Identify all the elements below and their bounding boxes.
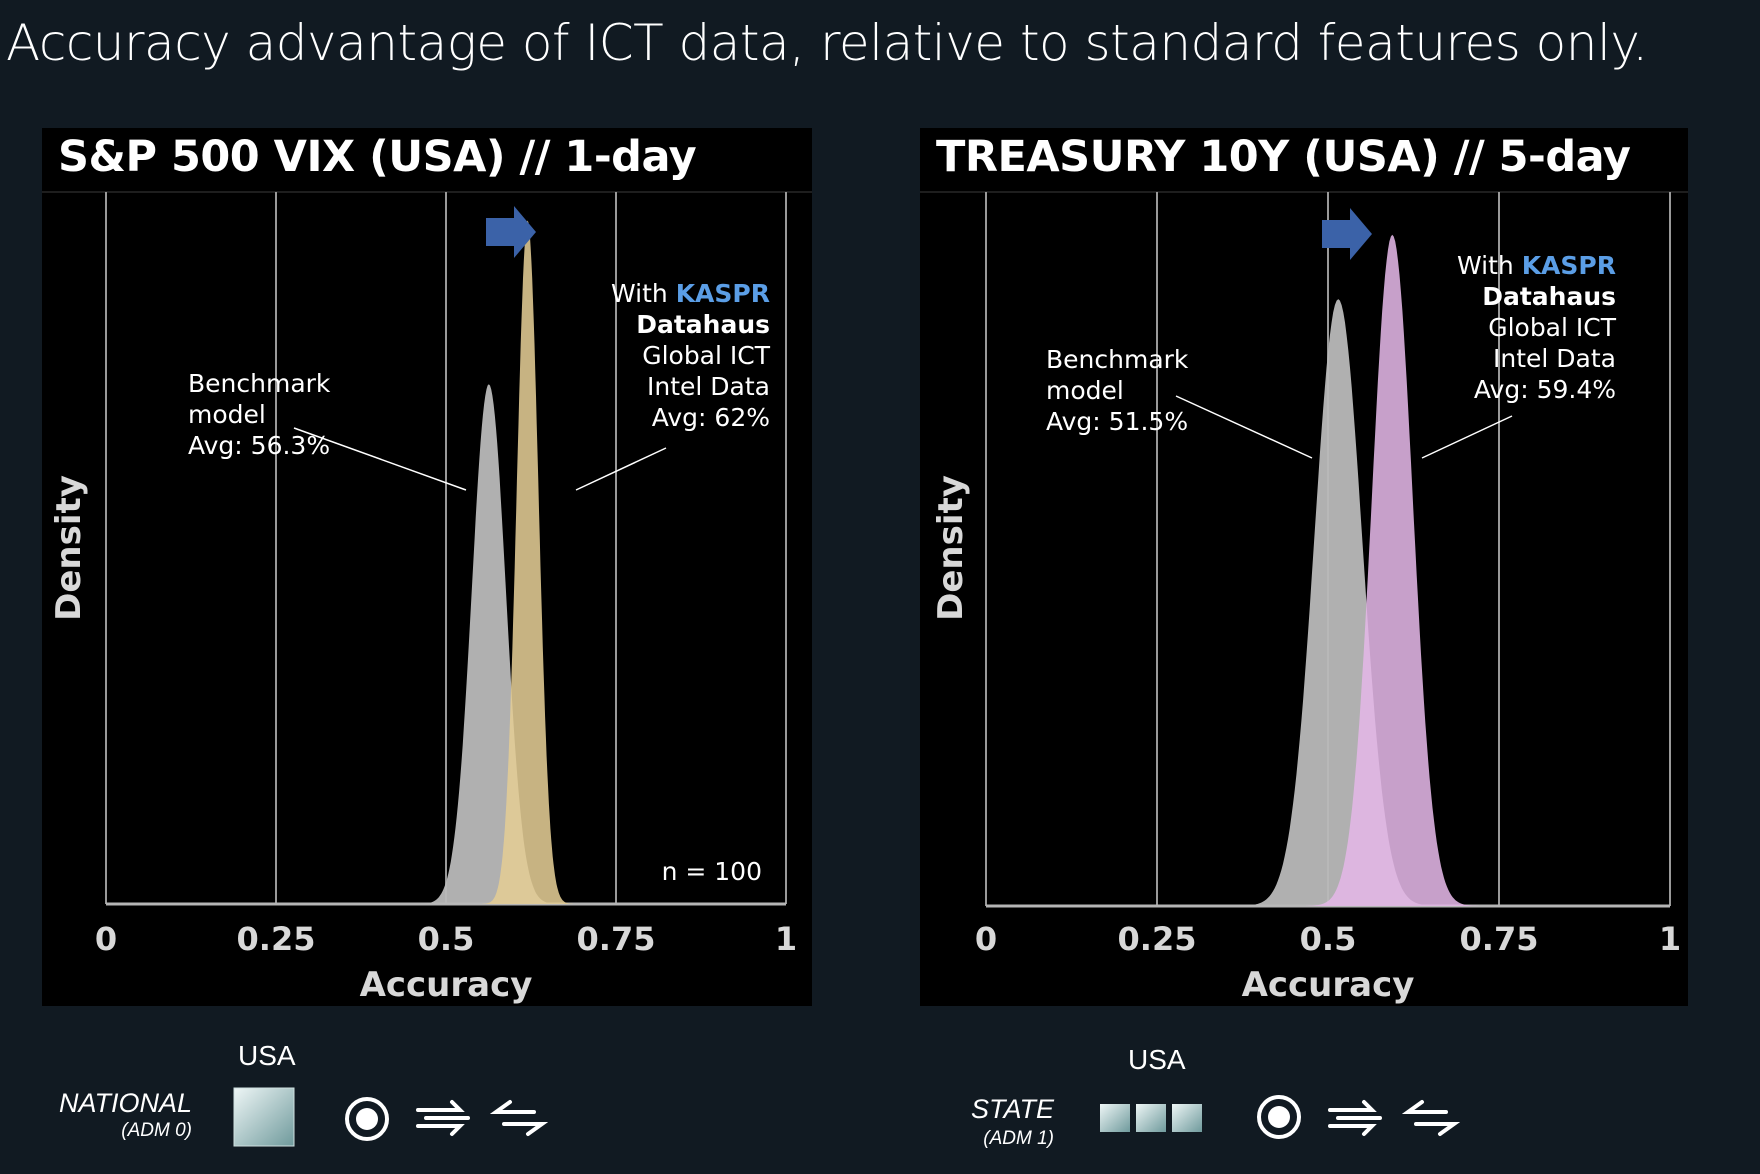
legend-level: NATIONAL <box>58 1088 192 1118</box>
legend-adm: (ADM 0) <box>121 1120 192 1141</box>
kaspr-annotation: Datahaus <box>1482 282 1616 311</box>
chart-vix: 0 0.25 0.5 0.75 1 Accuracy Density Benchmarkmod… <box>42 191 812 1005</box>
benchmark-leader-line <box>293 427 467 491</box>
kaspr-annotation: Avg: 62% <box>652 403 770 432</box>
x-tick-label: 0.5 <box>418 920 475 958</box>
benchmark-density <box>417 384 561 904</box>
x-axis-label: Accuracy <box>360 965 533 1005</box>
kaspr-annotation: Intel Data <box>647 372 770 401</box>
benchmark-annotation: model <box>188 400 266 429</box>
exchange-arrows-icon <box>416 1100 470 1136</box>
benchmark-annotation: Benchmark <box>1046 345 1189 374</box>
benchmark-annotation: Avg: 51.5% <box>1046 407 1188 436</box>
y-axis-label: Density <box>49 475 89 621</box>
x-tick-label: 1 <box>1659 920 1681 958</box>
kaspr-density <box>481 220 574 904</box>
three-squares-icon <box>1100 1104 1202 1132</box>
x-tick-label: 1 <box>775 920 797 958</box>
kaspr-density <box>1306 234 1479 907</box>
target-icon <box>345 1097 389 1141</box>
benchmark-density <box>1237 299 1439 907</box>
x-tick-label: 0.75 <box>1460 920 1539 958</box>
kaspr-annotation: Avg: 59.4% <box>1474 375 1616 404</box>
page-title: Accuracy advantage of ICT data, relative… <box>6 14 1648 72</box>
legend-level: STATE <box>970 1094 1054 1124</box>
swap-arrows-icon <box>490 1100 548 1136</box>
single-square-icon <box>233 1087 295 1147</box>
benchmark-annotation: Benchmark <box>188 369 331 398</box>
improvement-arrow-icon <box>1322 208 1372 260</box>
x-tick-label: 0.5 <box>1300 920 1357 958</box>
benchmark-leader-line <box>1175 395 1313 459</box>
chart-panel-vix: 0 0.25 0.5 0.75 1 Accuracy Density Benchmark mod… <box>42 128 812 1006</box>
benchmark-annotation: model <box>1046 376 1124 405</box>
chart-panel-treasury: 0 0.25 0.5 0.75 1 Accuracy Density Benchmark mod… <box>920 128 1688 1006</box>
x-tick-label: 0.25 <box>1118 920 1197 958</box>
improvement-arrow-icon <box>486 206 536 258</box>
x-tick-label: 0 <box>95 920 117 958</box>
swap-arrows-icon <box>1402 1100 1460 1136</box>
target-icon <box>1257 1095 1301 1139</box>
chart-title-vix: S&P 500 VIX (USA) // 1-day <box>58 132 697 182</box>
kaspr-annotation: Datahaus <box>636 310 770 339</box>
legend-country: USA <box>1128 1044 1186 1075</box>
x-axis-label: Accuracy <box>1242 965 1415 1005</box>
kaspr-annotation: Global ICT <box>642 341 771 370</box>
x-tick-label: 0.25 <box>237 920 316 958</box>
y-axis-label: Density <box>931 475 971 621</box>
x-tick-label: 0 <box>975 920 997 958</box>
benchmark-annotation: Avg: 56.3% <box>188 431 330 460</box>
kaspr-leader-line <box>575 447 667 491</box>
legend-country: USA <box>238 1040 296 1071</box>
chart-title-treasury: TREASURY 10Y (USA) // 5-day <box>936 132 1631 182</box>
kaspr-brand: KASPR <box>1522 251 1616 280</box>
x-tick-label: 0.75 <box>577 920 656 958</box>
kaspr-brand: KASPR <box>676 279 770 308</box>
sample-size-label: n = 100 <box>662 857 762 886</box>
kaspr-annotation: Global ICT <box>1488 313 1617 342</box>
legend-adm: (ADM 1) <box>983 1128 1054 1149</box>
kaspr-leader-line <box>1421 415 1513 459</box>
chart-treasury: 0 0.25 0.5 0.75 1 Accuracy Density Benchmarkmod… <box>920 191 1688 1005</box>
exchange-arrows-icon <box>1328 1100 1382 1136</box>
kaspr-annotation: Intel Data <box>1493 344 1616 373</box>
kaspr-annotation: With KASPR <box>611 279 770 308</box>
kaspr-annotation: With KASPR <box>1457 251 1616 280</box>
